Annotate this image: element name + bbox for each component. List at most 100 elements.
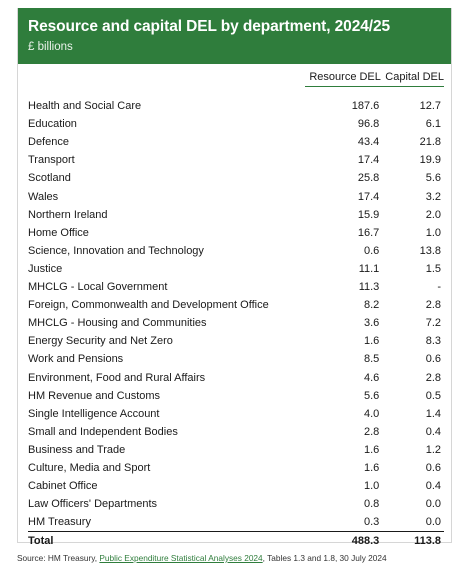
source-link[interactable]: Public Expenditure Statistical Analyses … xyxy=(99,553,263,563)
resource-cell: 11.1 xyxy=(358,262,380,275)
capital-cell: 0.4 xyxy=(425,480,441,493)
total-label: Total xyxy=(28,531,305,551)
department-cell: Health and Social Care xyxy=(28,100,142,113)
table-row: Wales 17.4 3.2 xyxy=(28,188,444,206)
table-row: Northern Ireland 15.9 2.0 xyxy=(28,206,444,224)
capital-cell: 0.6 xyxy=(425,353,441,366)
capital-cell: 5.6 xyxy=(425,172,441,185)
resource-cell: 1.0 xyxy=(363,480,380,493)
total-resource: 488.3 xyxy=(305,531,386,551)
source-prefix: Source: HM Treasury, xyxy=(17,553,100,563)
table-row: Single Intelligence Account 4.0 1.4 xyxy=(28,405,444,423)
total-capital: 113.8 xyxy=(385,531,444,551)
capital-cell: 3.2 xyxy=(425,190,441,203)
capital-cell: 0.0 xyxy=(425,498,441,511)
department-cell: Education xyxy=(28,118,77,131)
resource-cell: 25.8 xyxy=(357,172,380,185)
table-row: Work and Pensions 8.5 0.6 xyxy=(28,350,444,368)
capital-cell: 12.7 xyxy=(419,100,441,113)
department-cell: Work and Pensions xyxy=(28,353,124,366)
resource-cell: 11.3 xyxy=(358,281,380,294)
resource-cell: 17.4 xyxy=(357,190,380,203)
capital-cell: 6.1 xyxy=(425,118,441,131)
department-cell: Law Officers' Departments xyxy=(28,498,158,511)
table-title: Resource and capital DEL by department, … xyxy=(28,18,390,35)
resource-cell: 0.3 xyxy=(363,516,380,529)
resource-cell: 187.6 xyxy=(351,100,380,113)
department-cell: Energy Security and Net Zero xyxy=(28,335,173,348)
table-row: HM Treasury 0.3 0.0 xyxy=(28,513,444,532)
capital-cell: 1.2 xyxy=(425,443,441,456)
table-row: Scotland 25.8 5.6 xyxy=(28,169,444,187)
table-row: Health and Social Care 187.6 12.7 xyxy=(28,97,444,115)
table-row: MHCLG - Housing and Communities 3.6 7.2 xyxy=(28,314,444,332)
table-row: Defence 43.4 21.8 xyxy=(28,133,444,151)
capital-cell: - xyxy=(437,281,441,294)
capital-cell: 13.8 xyxy=(419,244,441,257)
table-row: Home Office 16.7 1.0 xyxy=(28,224,444,242)
table-row: Science, Innovation and Technology 0.6 13.… xyxy=(28,242,444,260)
department-cell: HM Treasury xyxy=(28,516,91,529)
department-cell: Northern Ireland xyxy=(28,208,108,221)
resource-cell: 5.6 xyxy=(363,389,380,402)
department-cell: Defence xyxy=(28,136,69,149)
department-cell: Single Intelligence Account xyxy=(28,407,160,420)
table-body: Health and Social Care 187.6 12.7 Education… xyxy=(28,97,444,532)
capital-cell: 2.8 xyxy=(425,371,441,384)
resource-cell: 0.6 xyxy=(363,244,380,257)
department-cell: Scotland xyxy=(28,172,71,185)
capital-cell: 0.0 xyxy=(425,516,441,529)
table-row: Cabinet Office 1.0 0.4 xyxy=(28,477,444,495)
department-cell: Justice xyxy=(28,262,63,275)
capital-cell: 8.3 xyxy=(425,335,441,348)
total-row: Total 488.3 113.8 xyxy=(28,531,444,551)
column-header-department xyxy=(28,68,305,87)
capital-cell: 0.6 xyxy=(425,461,441,474)
table-row: Transport 17.4 19.9 xyxy=(28,151,444,169)
resource-cell: 16.7 xyxy=(357,226,380,239)
resource-cell: 4.6 xyxy=(363,371,380,384)
department-cell: HM Revenue and Customs xyxy=(28,389,161,402)
table-row: Law Officers' Departments 0.8 0.0 xyxy=(28,495,444,513)
source-suffix: , Tables 1.3 and 1.8, 30 July 2024 xyxy=(262,553,387,563)
resource-cell: 17.4 xyxy=(357,154,380,167)
resource-cell: 1.6 xyxy=(363,335,380,348)
capital-cell: 1.5 xyxy=(425,262,441,275)
table-row: MHCLG - Local Government 11.3 - xyxy=(28,278,444,296)
resource-cell: 1.6 xyxy=(363,443,380,456)
del-table: Resource DEL Capital DEL Health and Soci… xyxy=(28,68,444,551)
table-row: Small and Independent Bodies 2.8 0.4 xyxy=(28,423,444,441)
resource-cell: 0.8 xyxy=(363,498,380,511)
resource-cell: 15.9 xyxy=(357,208,380,221)
table-row: Education 96.8 6.1 xyxy=(28,115,444,133)
department-cell: Transport xyxy=(28,154,75,167)
capital-cell: 7.2 xyxy=(425,317,441,330)
capital-cell: 21.8 xyxy=(419,136,441,149)
table-row: Justice 11.1 1.5 xyxy=(28,260,444,278)
column-header-row: Resource DEL Capital DEL xyxy=(28,68,444,88)
department-cell: Culture, Media and Sport xyxy=(28,461,151,474)
table-row: Energy Security and Net Zero 1.6 8.3 xyxy=(28,332,444,350)
department-cell: MHCLG - Housing and Communities xyxy=(28,317,207,330)
department-cell: Foreign, Commonwealth and Development Of… xyxy=(28,299,269,312)
department-cell: MHCLG - Local Government xyxy=(28,281,168,294)
table-row: Foreign, Commonwealth and Development Of… xyxy=(28,296,444,314)
resource-cell: 4.0 xyxy=(363,407,380,420)
capital-cell: 1.4 xyxy=(425,407,441,420)
department-cell: Science, Innovation and Technology xyxy=(28,244,204,257)
header-spacer xyxy=(28,87,444,98)
resource-cell: 43.4 xyxy=(357,136,380,149)
capital-cell: 2.0 xyxy=(425,208,441,221)
department-cell: Environment, Food and Rural Affairs xyxy=(28,371,206,384)
resource-cell: 8.2 xyxy=(363,299,380,312)
department-cell: Business and Trade xyxy=(28,443,126,456)
del-table-card: Resource and capital DEL by department, … xyxy=(17,8,452,551)
column-header-capital: Capital DEL xyxy=(385,68,444,88)
department-cell: Small and Independent Bodies xyxy=(28,425,178,438)
capital-cell: 19.9 xyxy=(419,154,441,167)
resource-cell: 8.5 xyxy=(363,353,380,366)
resource-cell: 3.6 xyxy=(363,317,380,330)
department-cell: Wales xyxy=(28,190,59,203)
capital-cell: 0.4 xyxy=(425,425,441,438)
table-row: Business and Trade 1.6 1.2 xyxy=(28,441,444,459)
